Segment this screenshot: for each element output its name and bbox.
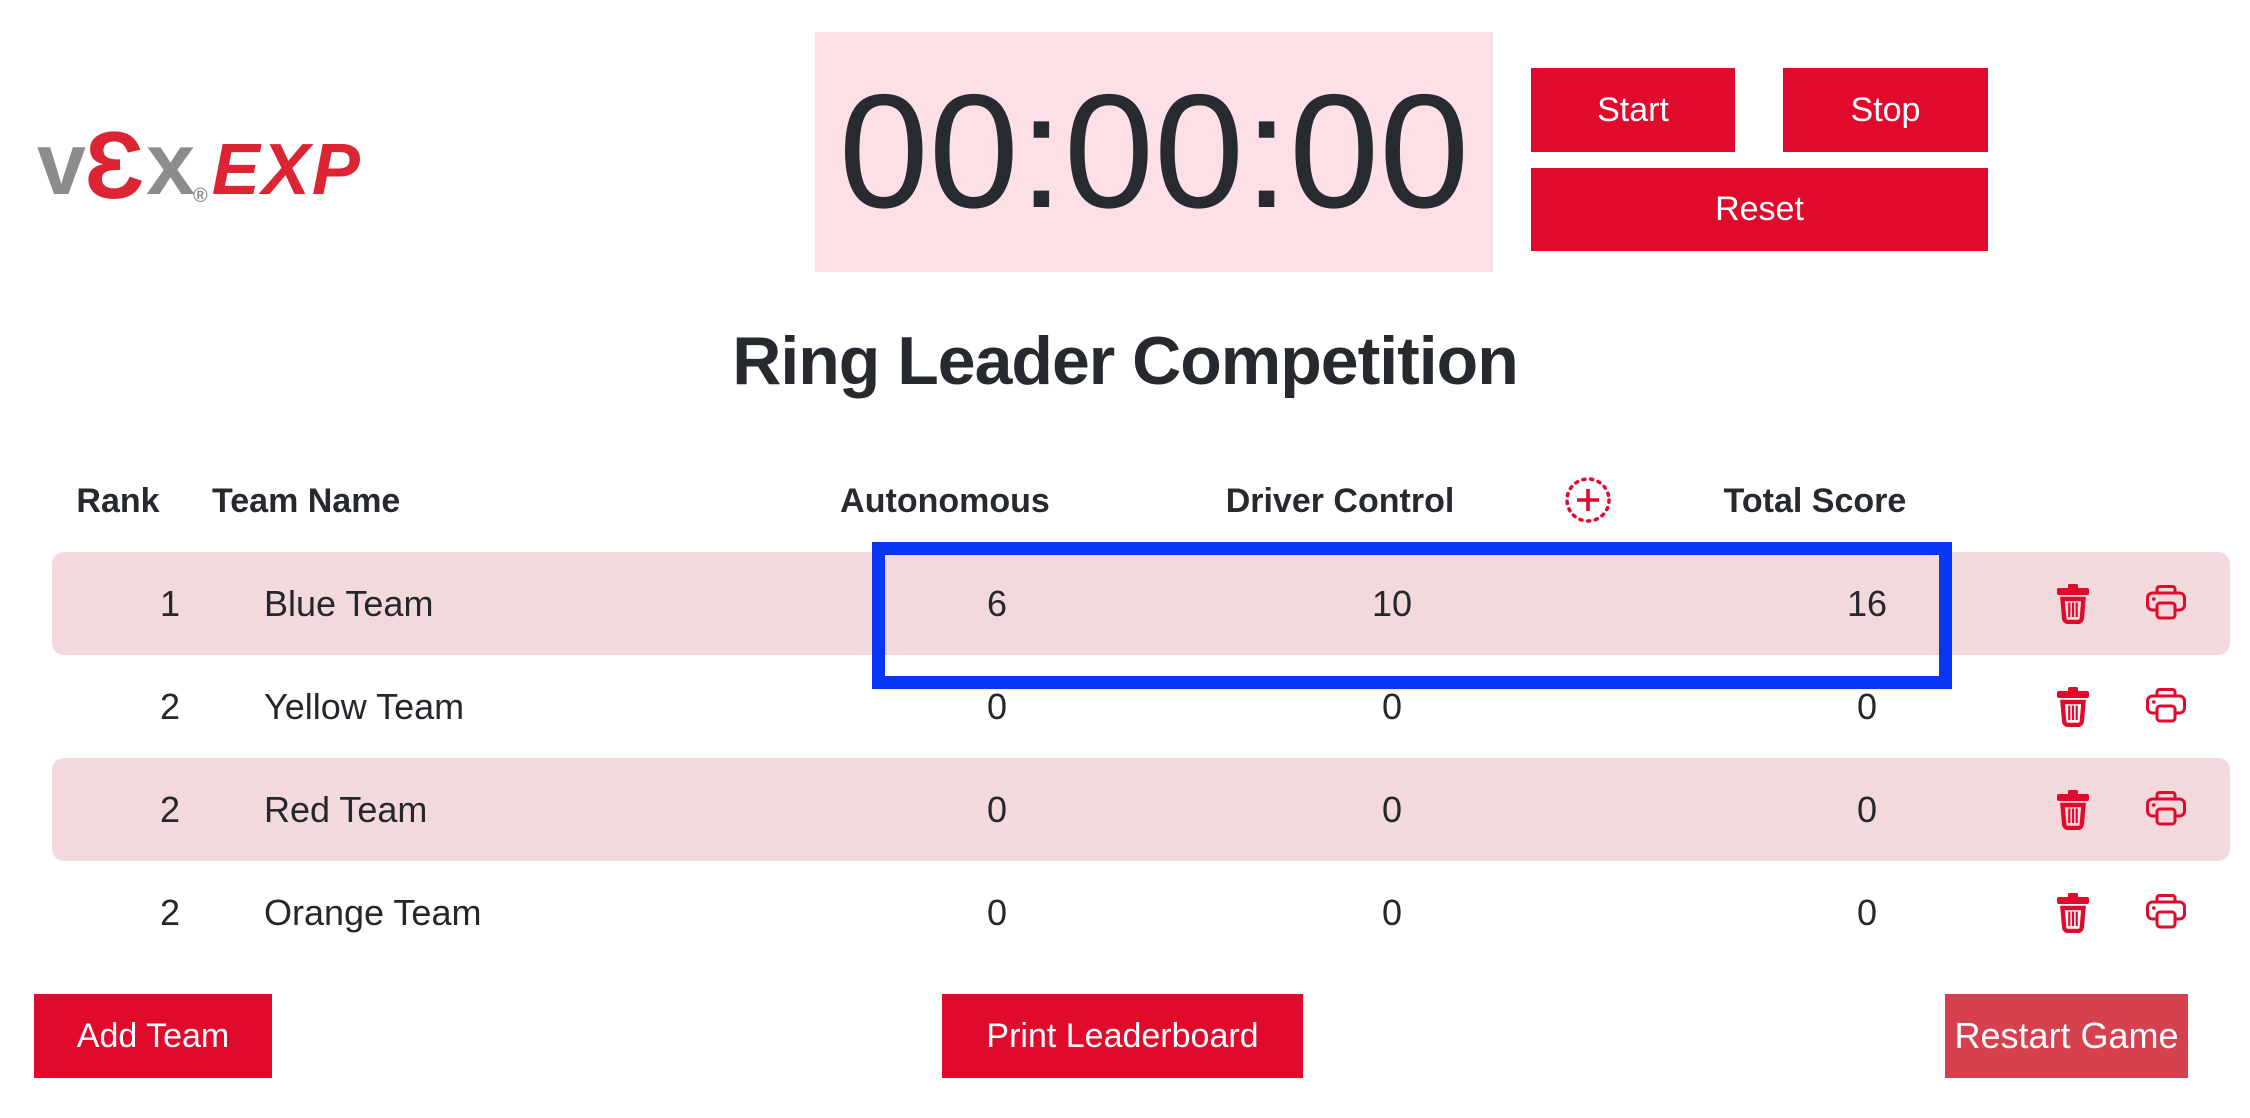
delete-team-button[interactable] [2051,758,2095,861]
team-name-cell[interactable]: Red Team [264,789,428,830]
driver-control-score-cell[interactable]: 10 [1371,583,1413,624]
print-team-button[interactable] [2144,861,2188,964]
autonomous-score-cell[interactable]: 0 [986,686,1008,727]
reset-button[interactable]: Reset [1531,168,1988,251]
delete-team-button[interactable] [2051,655,2095,758]
logo-letter-e: Ɛ [83,112,145,219]
timer-display: 00:00:00 [838,61,1470,242]
printer-icon [2146,790,2186,825]
team-name-cell[interactable]: Blue Team [264,583,434,624]
restart-game-button[interactable]: Restart Game [1945,994,2188,1078]
trash-icon [2057,686,2089,727]
total-score-cell: 0 [1856,789,1878,830]
driver-control-score-cell[interactable]: 0 [1381,892,1403,933]
logo-letter-x: x [146,114,195,213]
autonomous-score-cell[interactable]: 6 [986,583,1008,624]
rank-cell: 2 [159,892,181,933]
plus-circle-icon [1565,477,1611,523]
rank-cell: 2 [159,686,181,727]
table-row: 1 Blue Team 6 10 16 [52,552,2230,655]
autonomous-score-cell[interactable]: 0 [986,789,1008,830]
header-total-score: Total Score [1723,482,1907,520]
print-team-button[interactable] [2144,552,2188,655]
table-row: 2 Red Team 0 0 0 [52,758,2230,861]
total-score-cell: 0 [1856,686,1878,727]
driver-control-score-cell[interactable]: 0 [1381,686,1403,727]
print-team-button[interactable] [2144,758,2188,861]
table-row: 2 Yellow Team 0 0 0 [52,655,2230,758]
table-row: 2 Orange Team 0 0 0 [52,861,2230,964]
trash-icon [2057,892,2089,933]
total-score-cell: 0 [1856,892,1878,933]
timer-panel: 00:00:00 [815,32,1493,272]
registered-mark: ® [193,185,208,207]
rank-cell: 2 [159,789,181,830]
leaderboard-header: Rank Team Name Autonomous Driver Control… [0,477,2250,523]
total-score-cell: 16 [1846,583,1888,624]
trash-icon [2057,789,2089,830]
trash-icon [2057,583,2089,624]
header-rank: Rank [76,482,160,520]
print-leaderboard-button[interactable]: Print Leaderboard [942,994,1303,1078]
delete-team-button[interactable] [2051,861,2095,964]
printer-icon [2146,893,2186,928]
header-autonomous: Autonomous [840,482,1050,520]
print-team-button[interactable] [2144,655,2188,758]
printer-icon [2146,687,2186,722]
page-title: Ring Leader Competition [732,323,1518,399]
printer-icon [2146,584,2186,619]
stop-button[interactable]: Stop [1783,68,1988,152]
driver-control-score-cell[interactable]: 0 [1381,789,1403,830]
vex-exp-logo: v Ɛ x ® EXP [37,112,362,214]
autonomous-score-cell[interactable]: 0 [986,892,1008,933]
team-name-cell[interactable]: Orange Team [264,892,482,933]
start-button[interactable]: Start [1531,68,1735,152]
add-column-button[interactable] [1564,476,1612,524]
header-driver-control: Driver Control [1225,482,1455,520]
team-name-cell[interactable]: Yellow Team [264,686,465,727]
add-team-button[interactable]: Add Team [34,994,272,1078]
logo-exp-text: EXP [211,130,362,210]
delete-team-button[interactable] [2051,552,2095,655]
rank-cell: 1 [159,583,181,624]
header-team-name: Team Name [212,482,401,520]
logo-letter-v: v [37,114,86,213]
